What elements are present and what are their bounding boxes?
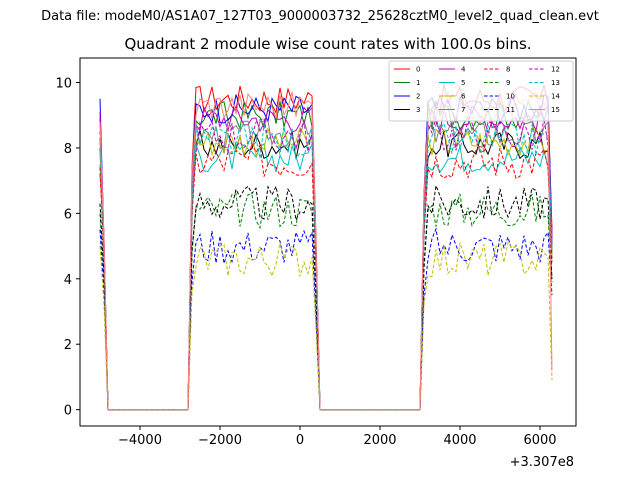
legend-label-12: 12 xyxy=(551,66,560,74)
legend-label-2: 2 xyxy=(416,93,420,101)
x-tick-label: −2000 xyxy=(198,433,242,448)
legend-label-7: 7 xyxy=(461,106,465,114)
figure-suptitle: Data file: modeM0/AS1A07_127T03_90000037… xyxy=(41,9,599,24)
y-tick-label: 8 xyxy=(64,142,72,157)
y-tick-label: 0 xyxy=(64,404,72,419)
legend-label-4: 4 xyxy=(461,66,466,74)
series-layer xyxy=(99,84,553,411)
legend-frame xyxy=(388,60,574,122)
series-line-2 xyxy=(99,94,553,411)
legend-label-8: 8 xyxy=(506,66,510,74)
series-line-14 xyxy=(99,241,553,411)
y-tick-label: 6 xyxy=(64,207,72,222)
legend-label-0: 0 xyxy=(416,66,420,74)
x-tick-label: 2000 xyxy=(363,433,396,448)
x-tick-label: −4000 xyxy=(118,433,162,448)
series-line-11 xyxy=(99,183,553,411)
y-tick-label: 2 xyxy=(64,338,72,353)
legend-label-15: 15 xyxy=(551,106,560,114)
legend-label-3: 3 xyxy=(416,106,420,114)
legend-label-9: 9 xyxy=(506,79,510,87)
series-line-6 xyxy=(99,126,553,411)
x-tick-label: 4000 xyxy=(443,433,476,448)
x-offset-label: +3.307e8 xyxy=(510,455,574,470)
legend-label-11: 11 xyxy=(506,106,515,114)
chart-title: Quadrant 2 module wise count rates with … xyxy=(124,35,531,53)
series-line-3 xyxy=(99,129,553,411)
y-tick-label: 10 xyxy=(55,77,72,92)
series-line-0 xyxy=(99,84,553,411)
legend-label-14: 14 xyxy=(551,93,560,101)
legend-label-10: 10 xyxy=(506,93,515,101)
x-tick-label: 0 xyxy=(296,433,304,448)
legend-label-6: 6 xyxy=(461,93,466,101)
series-line-5 xyxy=(99,143,553,411)
legend-label-13: 13 xyxy=(551,79,560,87)
legend-label-5: 5 xyxy=(461,79,465,87)
x-tick-label: 6000 xyxy=(523,433,556,448)
series-line-9 xyxy=(99,193,553,411)
y-axis: 0 2 4 6 8 10 xyxy=(55,77,80,419)
y-tick-label: 4 xyxy=(64,273,72,288)
series-line-10 xyxy=(99,227,553,411)
series-line-8 xyxy=(99,141,553,411)
axes-frame xyxy=(79,57,577,427)
series-line-12 xyxy=(99,115,553,411)
legend-label-1: 1 xyxy=(416,79,420,87)
x-axis: −4000 −2000 0 2000 4000 6000 xyxy=(118,426,557,448)
